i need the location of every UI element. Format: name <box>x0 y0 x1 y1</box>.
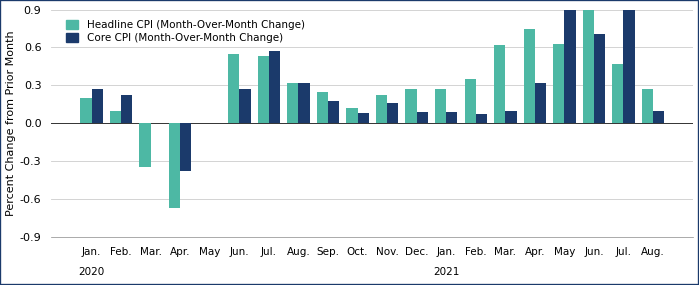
Bar <box>258 56 269 123</box>
Bar <box>612 64 624 123</box>
Bar <box>583 10 594 123</box>
Y-axis label: Percent Change from Prior Month: Percent Change from Prior Month <box>6 30 15 216</box>
Text: 2021: 2021 <box>433 268 459 278</box>
Bar <box>624 10 635 123</box>
Bar <box>298 83 310 123</box>
Bar <box>594 34 605 123</box>
Bar <box>239 89 250 123</box>
Bar <box>228 54 239 123</box>
Bar <box>417 112 428 123</box>
Bar <box>140 123 151 168</box>
Bar <box>287 83 298 123</box>
Bar <box>524 28 535 123</box>
Bar <box>92 89 103 123</box>
Bar <box>169 123 180 208</box>
Bar <box>376 95 387 123</box>
Bar <box>121 95 132 123</box>
Bar <box>553 44 564 123</box>
Bar <box>269 51 280 123</box>
Bar <box>110 111 121 123</box>
Bar <box>446 112 457 123</box>
Bar <box>653 111 664 123</box>
Bar <box>317 92 328 123</box>
Bar <box>387 103 398 123</box>
Bar <box>328 101 339 123</box>
Bar <box>405 89 417 123</box>
Bar <box>642 89 653 123</box>
Bar <box>465 79 476 123</box>
Bar <box>346 108 358 123</box>
Bar <box>358 113 369 123</box>
Bar <box>535 83 546 123</box>
Bar <box>180 123 192 171</box>
Bar <box>435 89 446 123</box>
Bar <box>476 114 487 123</box>
Bar <box>80 98 92 123</box>
Bar <box>505 111 517 123</box>
Text: 2020: 2020 <box>78 268 105 278</box>
Legend: Headline CPI (Month-Over-Month Change), Core CPI (Month-Over-Month Change): Headline CPI (Month-Over-Month Change), … <box>63 17 308 46</box>
Bar <box>494 45 505 123</box>
Bar <box>564 8 575 123</box>
